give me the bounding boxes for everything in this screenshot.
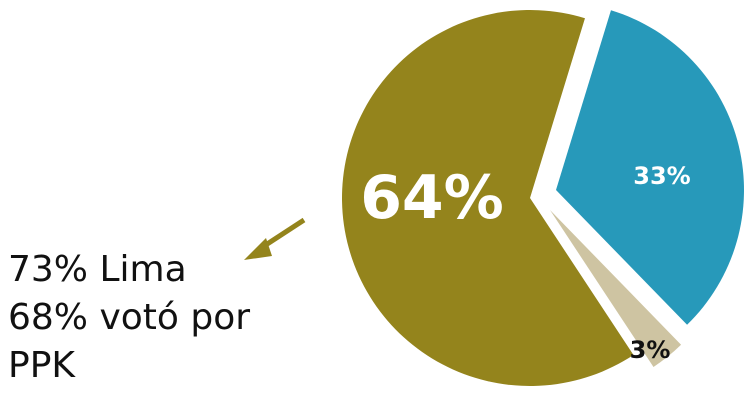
pie-slice-64 (341, 9, 634, 387)
pie-slice-3 (550, 210, 682, 367)
slice-label-3: 3% (630, 336, 671, 364)
pie-slice-33 (556, 10, 744, 325)
arrow-head (244, 238, 272, 260)
slice-label-64: 64% (360, 163, 504, 233)
annotation-line-3: PPK (8, 345, 76, 386)
pie-slices (341, 9, 744, 387)
pie-labels: 64% 33% 3% (360, 162, 691, 364)
annotation-arrow (244, 217, 306, 260)
annotation-line-1: 73% Lima (8, 249, 187, 290)
annotation-text: 73% Lima 68% votó por PPK (8, 246, 308, 390)
annotation-line-2: 68% votó por (8, 297, 251, 338)
slice-label-33: 33% (633, 162, 690, 190)
